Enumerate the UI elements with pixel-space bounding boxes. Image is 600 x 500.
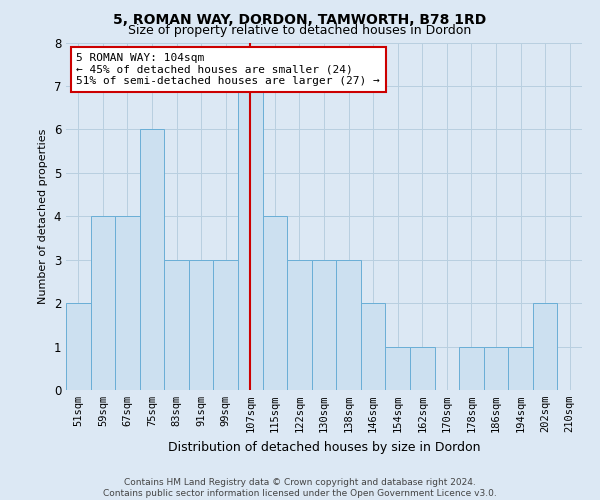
Bar: [164, 260, 189, 390]
Bar: [238, 86, 263, 390]
Bar: [312, 260, 336, 390]
Bar: [140, 130, 164, 390]
Bar: [91, 216, 115, 390]
Bar: [484, 346, 508, 390]
X-axis label: Distribution of detached houses by size in Dordon: Distribution of detached houses by size …: [168, 440, 480, 454]
Bar: [115, 216, 140, 390]
Text: 5 ROMAN WAY: 104sqm
← 45% of detached houses are smaller (24)
51% of semi-detach: 5 ROMAN WAY: 104sqm ← 45% of detached ho…: [76, 53, 380, 86]
Bar: [385, 346, 410, 390]
Text: Size of property relative to detached houses in Dordon: Size of property relative to detached ho…: [128, 24, 472, 37]
Bar: [533, 303, 557, 390]
Bar: [336, 260, 361, 390]
Bar: [459, 346, 484, 390]
Bar: [189, 260, 214, 390]
Bar: [287, 260, 312, 390]
Bar: [410, 346, 434, 390]
Bar: [214, 260, 238, 390]
Text: 5, ROMAN WAY, DORDON, TAMWORTH, B78 1RD: 5, ROMAN WAY, DORDON, TAMWORTH, B78 1RD: [113, 12, 487, 26]
Text: Contains HM Land Registry data © Crown copyright and database right 2024.
Contai: Contains HM Land Registry data © Crown c…: [103, 478, 497, 498]
Bar: [508, 346, 533, 390]
Y-axis label: Number of detached properties: Number of detached properties: [38, 128, 48, 304]
Bar: [263, 216, 287, 390]
Bar: [66, 303, 91, 390]
Bar: [361, 303, 385, 390]
